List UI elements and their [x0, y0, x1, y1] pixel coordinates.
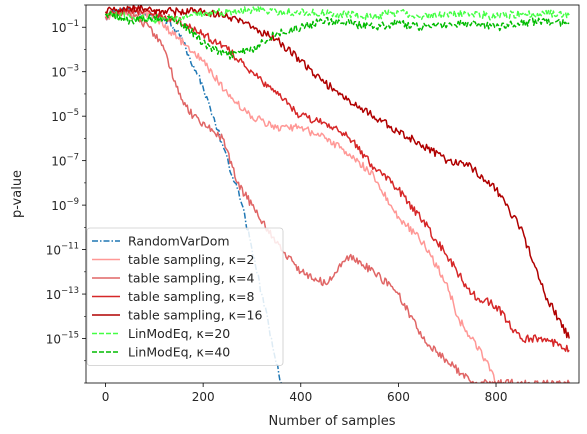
- legend-label: RandomVarDom: [128, 234, 230, 249]
- x-axis-label: Number of samples: [268, 414, 395, 429]
- legend-label: LinModEq, κ=20: [128, 326, 230, 341]
- y-tick-label: 10−11: [46, 242, 79, 258]
- x-tick-label: 200: [192, 390, 215, 404]
- y-tick-label: 10−15: [46, 331, 79, 347]
- x-tick-label: 0: [102, 390, 110, 404]
- y-tick-label: 10−9: [51, 197, 79, 213]
- legend-label: table sampling, κ=2: [128, 252, 254, 267]
- x-tick-label: 400: [289, 390, 312, 404]
- x-tick-label: 600: [387, 390, 410, 404]
- x-axis: 0 200 400 600 800: [102, 383, 508, 404]
- series-line-5: [104, 6, 570, 25]
- y-tick-label: 10−1: [51, 19, 79, 35]
- legend-box: [86, 227, 284, 366]
- series-line-6: [104, 11, 570, 60]
- legend-label: table sampling, κ=4: [128, 271, 255, 286]
- series-line-4: [104, 5, 570, 339]
- y-tick-label: 10−7: [51, 153, 79, 169]
- y-tick-label: 10−13: [46, 286, 79, 302]
- series-line-1: [104, 7, 497, 383]
- legend-label: LinModEq, κ=40: [128, 345, 230, 360]
- x-tick-label: 800: [485, 390, 508, 404]
- y-tick-label: 10−5: [51, 108, 79, 124]
- y-axis: 10−15 10−13 10−11 10−9 10−7 10−5 10−3 10−1: [46, 4, 86, 384]
- y-axis-label: p-value: [10, 170, 25, 218]
- series-line-3: [104, 6, 570, 353]
- y-tick-label: 10−3: [51, 64, 79, 80]
- legend-label: table sampling, κ=16: [128, 308, 262, 323]
- legend-label: table sampling, κ=8: [128, 289, 255, 304]
- legend: RandomVarDom table sampling, κ=2 table sam…: [86, 227, 284, 366]
- plot-frame: [85, 4, 580, 384]
